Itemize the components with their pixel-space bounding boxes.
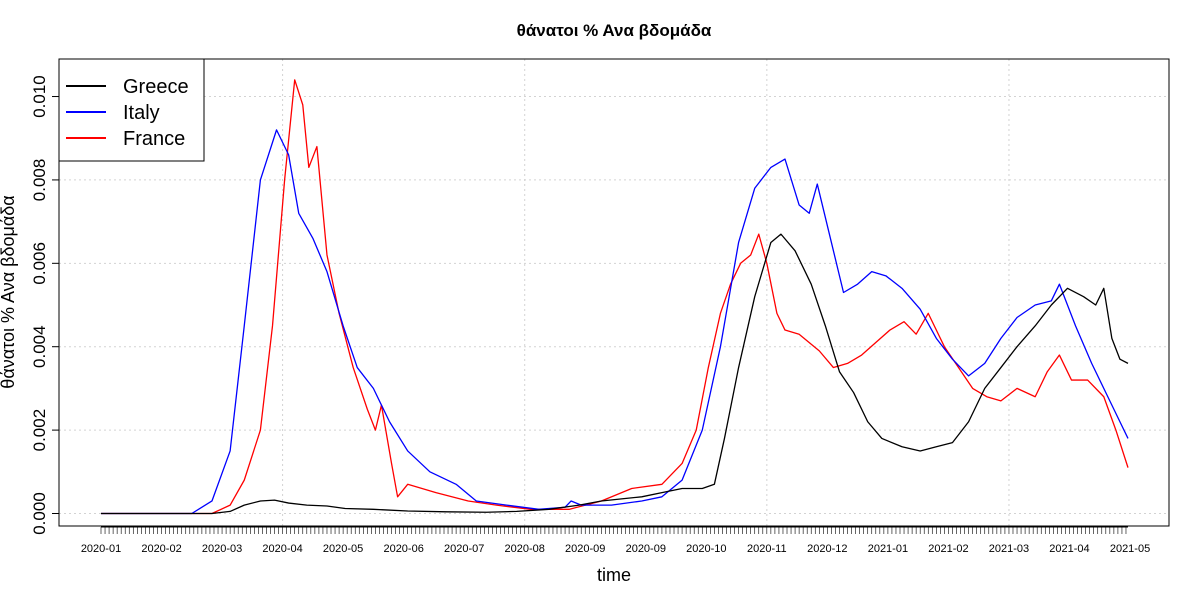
x-tick-label: 2020-07 — [444, 543, 484, 555]
grid-lines — [59, 59, 1169, 526]
x-tick-label: 2020-10 — [686, 543, 726, 555]
y-tick-label: 0.002 — [30, 409, 49, 452]
y-tick-label: 0.008 — [30, 159, 49, 202]
legend: Greece Italy France — [58, 58, 205, 162]
x-tick-label: 2021-01 — [868, 543, 908, 555]
x-tick-label: 2020-09 — [565, 543, 605, 555]
y-tick-label: 0.000 — [30, 492, 49, 535]
series-layer — [101, 79, 1129, 515]
y-axis: 0.000 0.002 0.004 0.006 0.008 0.010 — [30, 75, 60, 535]
x-tick-label: 2020-04 — [262, 543, 302, 555]
chart-title: θάνατοι % Ανα βδομάδα — [517, 21, 712, 40]
y-tick-label: 0.006 — [30, 242, 49, 285]
x-tick-label: 2021-05 — [1110, 543, 1150, 555]
x-tick-label: 2020-08 — [505, 543, 545, 555]
x-tick-label: 2020-11 — [747, 543, 787, 555]
x-tick-label: 2020-02 — [141, 543, 181, 555]
series-line-greece — [101, 233, 1129, 515]
x-tick-label: 2021-02 — [928, 543, 968, 555]
x-tick-label: 2020-06 — [383, 543, 423, 555]
x-tick-label: 2021-03 — [989, 543, 1029, 555]
y-tick-label: 0.004 — [30, 325, 49, 368]
legend-label-france: France — [123, 128, 185, 150]
legend-label-italy: Italy — [123, 102, 160, 124]
series-line-italy — [101, 129, 1129, 515]
x-tick-label: 2020-05 — [323, 543, 363, 555]
y-tick-label: 0.010 — [30, 75, 49, 118]
x-tick-label: 2020-12 — [807, 543, 847, 555]
x-tick-label: 2021-04 — [1049, 543, 1089, 555]
legend-box — [58, 58, 205, 162]
x-tick-label: 2020-01 — [81, 543, 121, 555]
legend-label-greece: Greece — [123, 76, 189, 98]
x-tick-label: 2020-09 — [626, 543, 666, 555]
x-axis-label: time — [597, 565, 631, 585]
plot-frame — [58, 58, 1170, 527]
series-line-france — [101, 79, 1129, 515]
x-axis: 2020-01 2020-02 2020-03 2020-04 2020-05 2020-… — [81, 526, 1150, 555]
y-axis-label: θάνατοι % Ανα βδομάδα — [0, 195, 18, 388]
x-minor-ticks — [100, 527, 1127, 534]
x-tick-label: 2020-03 — [202, 543, 242, 555]
